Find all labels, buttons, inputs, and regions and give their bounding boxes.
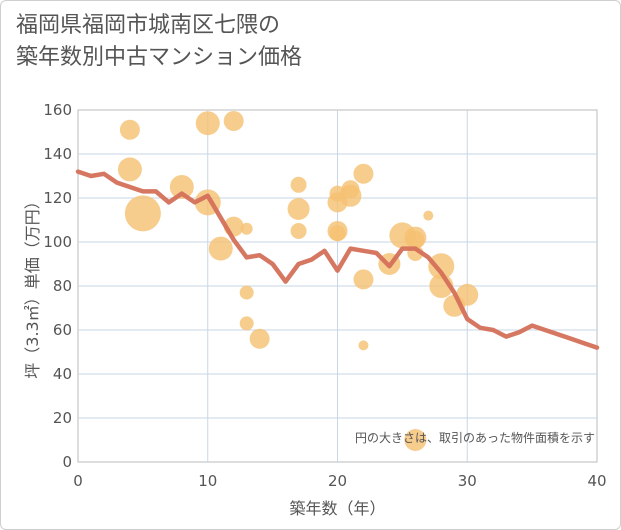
data-point [353, 163, 374, 184]
data-point [240, 222, 253, 235]
data-point [290, 223, 307, 239]
data-point [223, 111, 244, 131]
tick-labels: 0 20 40 60 80 100 120 140 160 0 10 20 30 40 [43, 101, 606, 490]
data-point [208, 236, 233, 261]
y-axis-label: 坪（3.3㎡）単価（万円） [23, 193, 42, 378]
data-point [239, 316, 254, 331]
x-tick-label: 30 [458, 472, 477, 490]
y-tick-label: 60 [53, 321, 72, 339]
y-tick-label: 100 [43, 233, 72, 251]
x-tick-label: 20 [328, 472, 347, 490]
y-tick-label: 140 [43, 145, 72, 163]
x-tick-label: 40 [587, 472, 606, 490]
data-point [169, 175, 194, 199]
bubble-layer [117, 111, 479, 451]
y-tick-label: 80 [53, 277, 72, 295]
data-point [119, 119, 140, 140]
data-point [239, 285, 254, 300]
chart-title: 福岡県福岡市城南区七隈の 築年数別中古マンション価格 [16, 10, 302, 74]
title-line-1: 福岡県福岡市城南区七隈の [16, 13, 281, 38]
title-line-2: 築年数別中古マンション価格 [16, 45, 303, 70]
x-tick-label: 10 [198, 472, 217, 490]
data-point [406, 230, 425, 249]
data-point [329, 225, 346, 242]
x-tick-label: 0 [73, 472, 83, 490]
y-tick-label: 0 [62, 453, 72, 471]
data-point [358, 340, 369, 351]
data-point [290, 176, 307, 193]
data-point [195, 111, 220, 136]
data-point [428, 253, 455, 280]
size-note: 円の大きさは、取引のあった物件面積を示す [355, 430, 595, 445]
y-tick-label: 120 [43, 189, 72, 207]
data-point [339, 184, 362, 207]
trend-line-layer [75, 169, 600, 350]
x-axis-label: 築年数（年） [289, 499, 385, 518]
data-point [249, 328, 270, 349]
data-point [456, 283, 479, 306]
average-price-line [75, 169, 600, 350]
data-point [117, 157, 142, 182]
y-tick-label: 160 [43, 101, 72, 119]
data-point [124, 195, 161, 232]
data-point [404, 429, 427, 451]
grid-lines [77, 109, 598, 463]
data-point [287, 198, 310, 220]
y-tick-label: 20 [53, 409, 72, 427]
y-tick-label: 40 [53, 365, 72, 383]
data-point [353, 269, 374, 290]
data-point [423, 210, 434, 221]
